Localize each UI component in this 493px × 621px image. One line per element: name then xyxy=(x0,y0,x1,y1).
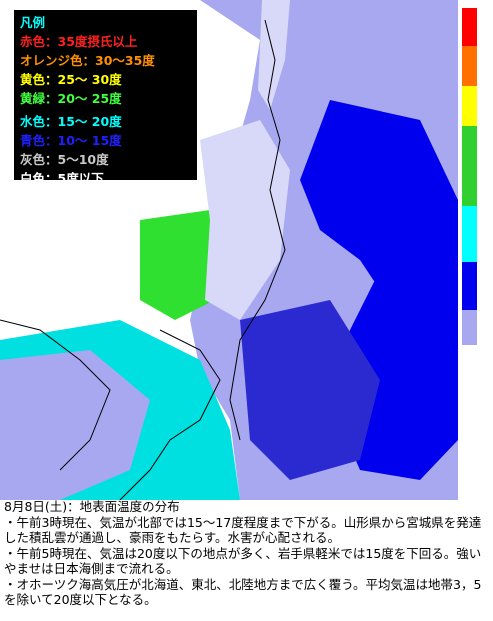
legend-title: 凡例 xyxy=(20,15,46,30)
caption-title: 8月8日(土)：地表面温度の分布 xyxy=(4,499,180,514)
caption-line: ・オホーツク海高気圧が北海道、東北、北陸地方まで広く覆う。平均気温は地帯3，5を… xyxy=(4,576,482,608)
legend-item: 黄色：25～ 30度 xyxy=(20,72,122,87)
legend-item: 水色：15～ 20度 xyxy=(20,114,122,129)
caption-line: ・午前5時現在、気温は20度以下の地点が多く、岩手県軽米では15度を下回る。強い… xyxy=(4,545,482,577)
legend: 凡例 赤色：35度摂氏以上オレンジ色：30～35度 黄色：25～ 30度 黄緑：20… xyxy=(14,10,197,186)
legend-item: 黄緑：20～ 25度 xyxy=(20,91,122,106)
caption: 8月8日(土)：地表面温度の分布 ・午前3時現在、気温が北部では15～17度程度… xyxy=(4,499,490,608)
legend-items: 赤色：35度摂氏以上オレンジ色：30～35度 黄色：25～ 30度 黄緑：20～ 2… xyxy=(20,32,191,188)
caption-line: ・午前3時現在、気温が北部では15～17度程度まで下がる。山形県から宮城県を発達… xyxy=(4,514,482,546)
legend-item: オレンジ色：30～35度 xyxy=(20,53,155,68)
legend-item: 灰色：5～10度 xyxy=(20,152,109,167)
legend-item: 白色：5度以下 xyxy=(20,171,104,186)
legend-item: 赤色：35度摂氏以上 xyxy=(20,34,138,49)
caption-lines: ・午前3時現在、気温が北部では15～17度程度まで下がる。山形県から宮城県を発達… xyxy=(4,515,490,608)
temperature-map xyxy=(0,0,477,500)
legend-item: 青色：10～ 15度 xyxy=(20,133,122,148)
